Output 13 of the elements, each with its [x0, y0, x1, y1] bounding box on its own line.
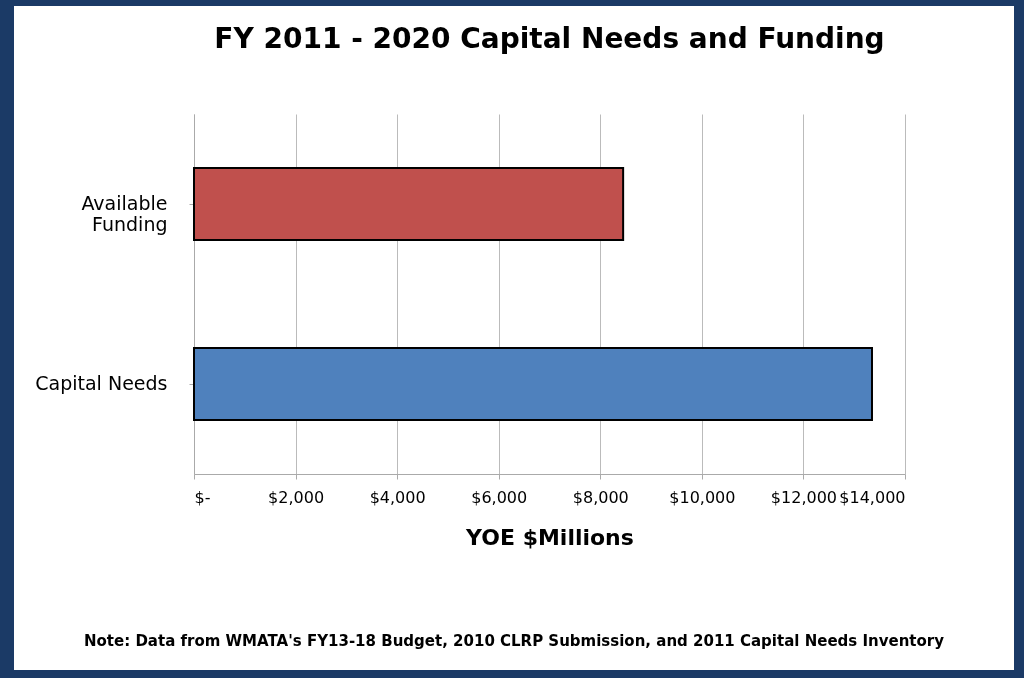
x-tick-label: $4,000 — [369, 487, 426, 507]
x-tick-label: $8,000 — [572, 487, 629, 507]
x-tick-label: $- — [194, 487, 211, 507]
y-tick-label: Capital Needs — [35, 372, 168, 394]
chart-title: FY 2011 - 2020 Capital Needs and Funding — [214, 22, 885, 55]
x-tick-label: $6,000 — [471, 487, 528, 507]
text: Note: Data from WMATA's FY13-18 Budget, 2010 CLRP Submission, and 2011 Capital Needs Inventory — [83, 632, 945, 650]
x-tick-label: $2,000 — [268, 487, 325, 507]
y-tick-label: Available Funding — [81, 192, 168, 235]
x-axis-title: YOE $Millions — [465, 524, 634, 550]
x-tick-label: $14,000 — [839, 487, 906, 507]
x-tick-label: $10,000 — [669, 487, 736, 507]
x-tick-label: $12,000 — [770, 487, 838, 507]
